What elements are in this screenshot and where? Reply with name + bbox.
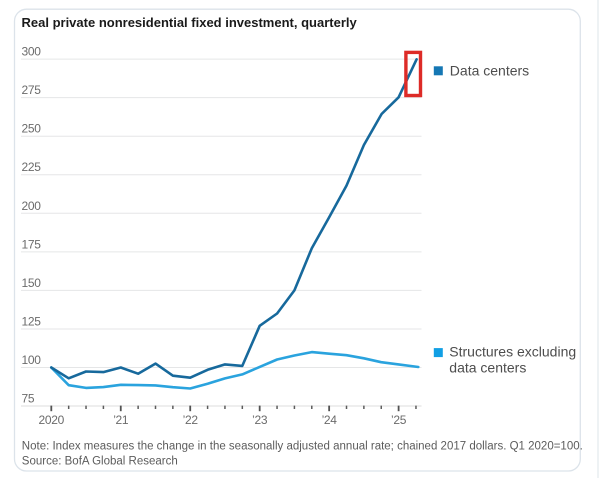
svg-text:’23: ’23 bbox=[252, 413, 268, 427]
svg-text:100: 100 bbox=[22, 353, 42, 367]
svg-text:’24: ’24 bbox=[322, 413, 338, 427]
svg-text:2020: 2020 bbox=[39, 413, 65, 427]
svg-text:75: 75 bbox=[22, 392, 35, 406]
svg-text:Real private nonresidential fi: Real private nonresidential fixed invest… bbox=[22, 15, 358, 30]
svg-text:data centers: data centers bbox=[449, 360, 526, 376]
svg-text:125: 125 bbox=[22, 314, 42, 328]
svg-text:300: 300 bbox=[22, 45, 42, 59]
svg-text:Source: BofA Global Research: Source: BofA Global Research bbox=[22, 455, 178, 467]
svg-text:175: 175 bbox=[22, 237, 42, 251]
svg-text:250: 250 bbox=[22, 122, 42, 136]
svg-text:150: 150 bbox=[22, 276, 42, 290]
svg-text:Structures excluding: Structures excluding bbox=[449, 344, 576, 360]
svg-text:275: 275 bbox=[22, 83, 42, 97]
svg-text:Note: Index measures the chang: Note: Index measures the change in the s… bbox=[22, 440, 583, 452]
svg-text:’25: ’25 bbox=[391, 413, 407, 427]
svg-text:’21: ’21 bbox=[113, 413, 129, 427]
svg-text:225: 225 bbox=[22, 160, 42, 174]
svg-text:’22: ’22 bbox=[183, 413, 199, 427]
svg-text:Data centers: Data centers bbox=[450, 62, 529, 78]
svg-text:200: 200 bbox=[22, 199, 42, 213]
